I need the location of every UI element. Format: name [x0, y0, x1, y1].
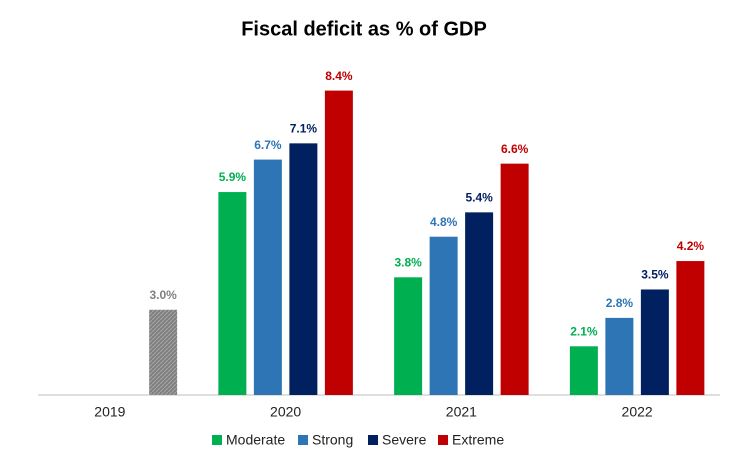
- legend-swatch: [368, 435, 378, 445]
- value-label: 2.8%: [606, 296, 634, 310]
- bar: [676, 261, 705, 395]
- legend-swatch: [298, 435, 308, 445]
- value-label: 5.4%: [465, 191, 493, 205]
- bar: [465, 212, 494, 395]
- bar: [218, 192, 247, 395]
- x-tick-label: 2020: [270, 404, 301, 420]
- value-label: 8.4%: [325, 69, 353, 83]
- chart-title: Fiscal deficit as % of GDP: [241, 18, 487, 40]
- x-tick-label: 2021: [446, 404, 477, 420]
- bar: [394, 277, 423, 395]
- value-label: 4.8%: [430, 215, 458, 229]
- bar: [429, 236, 458, 395]
- legend-label: Strong: [312, 432, 353, 448]
- value-label: 3.8%: [394, 255, 422, 269]
- value-label: 3.5%: [641, 268, 669, 282]
- value-label: 3.0%: [149, 288, 177, 302]
- value-label: 5.9%: [219, 170, 247, 184]
- bar: [324, 90, 353, 396]
- legend-swatch: [438, 435, 448, 445]
- bar: [289, 143, 318, 395]
- bar: [500, 163, 529, 395]
- bar: [149, 309, 178, 395]
- value-label: 4.2%: [677, 239, 705, 253]
- bar: [640, 289, 669, 395]
- value-label: 7.1%: [290, 122, 318, 136]
- value-label: 6.6%: [501, 142, 529, 156]
- legend-label: Extreme: [452, 432, 504, 448]
- bar: [569, 346, 598, 395]
- bar: [605, 317, 634, 395]
- legend-swatch: [212, 435, 222, 445]
- value-label: 6.7%: [254, 138, 282, 152]
- legend-label: Severe: [382, 432, 427, 448]
- value-label: 2.1%: [570, 324, 598, 338]
- x-tick-label: 2019: [94, 404, 125, 420]
- bar: [253, 159, 282, 395]
- x-tick-label: 2022: [622, 404, 653, 420]
- legend-label: Moderate: [226, 432, 285, 448]
